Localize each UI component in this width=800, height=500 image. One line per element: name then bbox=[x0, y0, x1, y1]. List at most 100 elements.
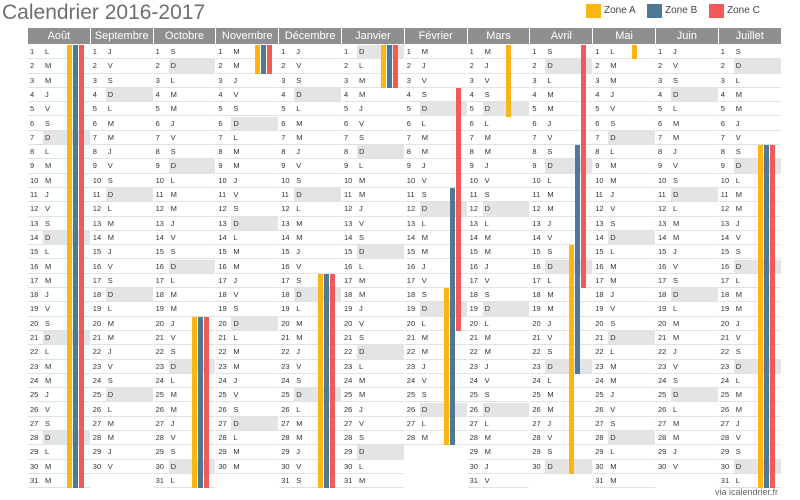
row-divider bbox=[404, 444, 467, 446]
day-number: 24 bbox=[469, 375, 478, 385]
day-row: 15 J bbox=[656, 245, 718, 260]
day-letter: S bbox=[107, 275, 113, 285]
day-row: 26 L bbox=[90, 403, 153, 417]
day-letter: M bbox=[233, 361, 240, 371]
day-number: 11 bbox=[344, 190, 352, 199]
day-row: 18 M bbox=[530, 288, 593, 303]
day-letter: J bbox=[484, 261, 489, 271]
day-number: 23 bbox=[344, 361, 353, 371]
row-divider bbox=[153, 272, 216, 274]
day-number: 20 bbox=[406, 318, 416, 328]
day-row: 24 M bbox=[593, 374, 655, 389]
day-letter: L bbox=[484, 218, 489, 228]
row-divider bbox=[90, 358, 153, 360]
day-row: 30 V bbox=[90, 460, 153, 474]
day-number: 9 bbox=[720, 161, 725, 171]
day-letter: M bbox=[735, 290, 743, 300]
day-letter: M bbox=[107, 333, 115, 342]
day-letter: V bbox=[170, 433, 176, 443]
day-row: 19 D bbox=[404, 302, 467, 317]
day-letter: V bbox=[296, 61, 302, 71]
day-number: 15 bbox=[595, 247, 604, 257]
row-divider bbox=[90, 244, 153, 246]
day-letter: D bbox=[608, 230, 655, 246]
day-letter: D bbox=[545, 359, 593, 374]
day-letter: S bbox=[547, 47, 553, 56]
day-letter: D bbox=[419, 202, 467, 217]
day-letter: V bbox=[673, 361, 679, 371]
day-number: 16 bbox=[30, 261, 39, 271]
day-number: 17 bbox=[469, 275, 478, 285]
day-row: 29 M bbox=[467, 445, 530, 460]
day-row: 11 V bbox=[216, 188, 279, 203]
row-divider bbox=[153, 144, 216, 146]
day-number: 28 bbox=[344, 433, 353, 443]
day-row: 29 S bbox=[718, 445, 781, 460]
day-number: 7 bbox=[658, 132, 663, 142]
day-letter: L bbox=[107, 404, 112, 414]
day-number: 6 bbox=[532, 118, 537, 128]
day-number: 12 bbox=[281, 204, 290, 214]
day-letter: M bbox=[45, 375, 52, 385]
day-number: 21 bbox=[218, 333, 227, 342]
row-divider bbox=[279, 115, 341, 117]
day-row: 24 M bbox=[28, 374, 90, 389]
day-number: 9 bbox=[218, 161, 223, 171]
day-letter: M bbox=[107, 433, 115, 443]
day-number: 3 bbox=[658, 75, 663, 85]
row-divider bbox=[342, 101, 404, 103]
holiday-bar-zone-b bbox=[323, 273, 329, 489]
day-letter: L bbox=[610, 447, 615, 457]
day-letter: M bbox=[484, 347, 491, 357]
day-letter: S bbox=[359, 132, 365, 142]
day-letter: L bbox=[296, 204, 301, 214]
row-divider bbox=[593, 415, 655, 417]
day-number: 22 bbox=[720, 347, 730, 357]
day-number: 4 bbox=[344, 89, 349, 99]
day-letter: L bbox=[233, 132, 238, 142]
day-number: 2 bbox=[155, 61, 160, 71]
day-number: 24 bbox=[720, 375, 730, 385]
row-divider bbox=[28, 86, 90, 88]
day-number: 22 bbox=[532, 347, 541, 357]
day-number: 17 bbox=[218, 275, 227, 285]
day-row: 28 D bbox=[28, 431, 90, 446]
day-number: 26 bbox=[92, 404, 102, 414]
day-row: 14 L bbox=[216, 231, 279, 246]
day-number: 20 bbox=[281, 318, 290, 328]
day-row: 18 S bbox=[404, 288, 467, 303]
day-row: 13 M bbox=[279, 217, 341, 231]
day-row: 30 D bbox=[530, 459, 593, 474]
row-divider bbox=[153, 201, 216, 203]
row-divider bbox=[404, 387, 467, 389]
day-row: 15 M bbox=[216, 245, 279, 260]
day-letter: J bbox=[673, 247, 677, 257]
zone-b-label: Zone B bbox=[665, 5, 698, 16]
day-letter: L bbox=[421, 318, 426, 328]
day-letter: J bbox=[107, 447, 112, 457]
row-divider bbox=[153, 344, 216, 346]
day-number: 18 bbox=[92, 290, 102, 300]
day-number: 14 bbox=[532, 232, 541, 242]
calendar-grid: Août 1 L 2 M 3 M 4 J 5 V 6 S 7 D 8 L 9 M 10 M 11 J 12 V 13 S 14 D 15 L… bbox=[28, 28, 782, 491]
day-letter: M bbox=[233, 261, 240, 271]
row-divider bbox=[467, 387, 530, 389]
day-row: 19 M bbox=[153, 302, 216, 317]
row-divider bbox=[593, 244, 655, 246]
day-number: 22 bbox=[30, 347, 39, 357]
day-row: 16 V bbox=[279, 260, 341, 274]
day-number: 13 bbox=[658, 218, 667, 228]
row-divider bbox=[404, 229, 467, 231]
row-divider bbox=[342, 172, 404, 174]
row-divider bbox=[216, 144, 279, 146]
day-letter: S bbox=[484, 290, 490, 300]
